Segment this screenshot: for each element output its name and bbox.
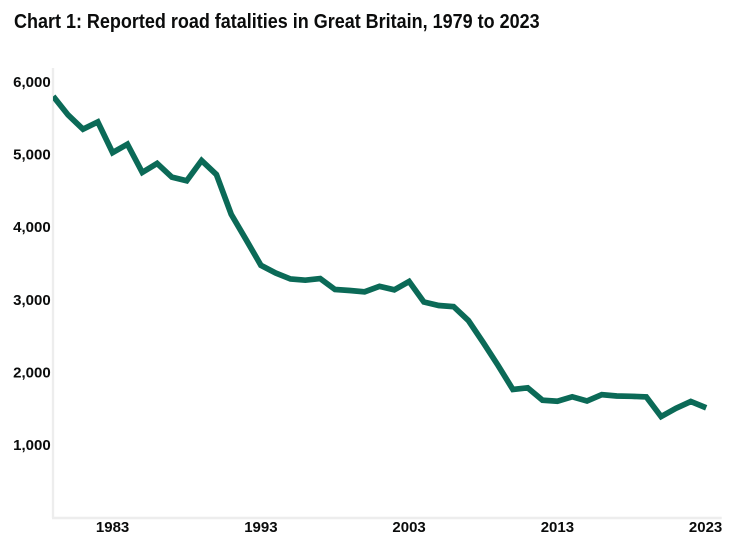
svg-text:1983: 1983 xyxy=(96,519,129,536)
svg-text:2003: 2003 xyxy=(392,519,425,536)
svg-text:2013: 2013 xyxy=(541,519,574,536)
svg-text:2,000: 2,000 xyxy=(13,364,51,381)
svg-text:6,000: 6,000 xyxy=(13,74,51,91)
svg-text:4,000: 4,000 xyxy=(13,219,51,236)
svg-text:1993: 1993 xyxy=(244,519,277,536)
svg-text:3,000: 3,000 xyxy=(13,292,51,309)
svg-text:1,000: 1,000 xyxy=(13,437,51,454)
svg-text:5,000: 5,000 xyxy=(13,147,51,164)
svg-text:2023: 2023 xyxy=(689,519,722,536)
